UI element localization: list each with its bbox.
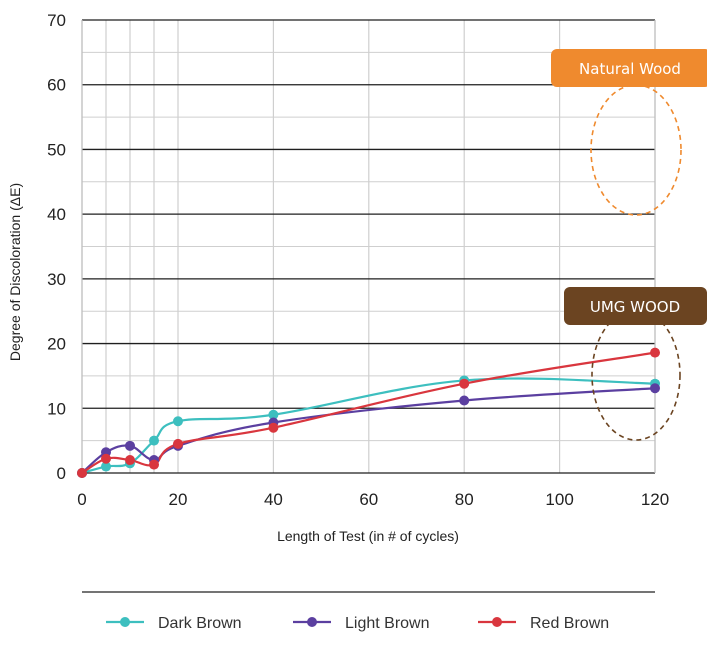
umg-wood-label-box [564, 287, 707, 325]
data-point-red-brown [149, 459, 159, 470]
legend-item-light-brown: Light Brown [293, 615, 430, 632]
legend: Dark Brown Light Brown Red Brown [106, 615, 609, 632]
series-line-light-brown [81, 387, 656, 474]
legend-marker-dark-brown [120, 617, 130, 627]
legend-label-light-brown: Light Brown [345, 615, 430, 632]
natural-wood-ellipse [590, 84, 682, 216]
y-tick-label: 50 [47, 140, 66, 159]
data-point-dark-brown [268, 409, 279, 420]
data-point-red-brown [268, 422, 279, 433]
x-tick-label: 0 [77, 490, 86, 509]
y-axis-ticks: 0 10 20 30 40 50 60 70 [47, 11, 66, 483]
data-point-red-brown [125, 455, 135, 466]
data-point-red-brown [650, 347, 660, 358]
y-axis-title: Degree of Discoloration (ΔE) [7, 183, 23, 361]
natural-wood-callout: Natural Wood [551, 49, 707, 216]
x-tick-label: 80 [455, 490, 474, 509]
x-tick-label: 60 [359, 490, 378, 509]
umg-wood-callout: UMG WOOD [564, 287, 707, 441]
data-point-dark-brown [149, 435, 159, 446]
y-tick-label: 30 [47, 270, 66, 289]
data-point-red-brown [459, 378, 470, 389]
y-tick-label: 20 [47, 335, 66, 354]
umg-wood-ellipse [591, 309, 681, 441]
legend-item-dark-brown: Dark Brown [106, 615, 242, 632]
y-tick-label: 10 [47, 399, 66, 418]
umg-wood-label: UMG WOOD [590, 298, 680, 316]
x-tick-label: 20 [169, 490, 188, 509]
data-point-light-brown [459, 395, 470, 406]
y-tick-label: 70 [47, 11, 66, 30]
data-point-dark-brown [173, 416, 183, 427]
data-point-dark-brown [101, 461, 111, 472]
legend-item-red-brown: Red Brown [478, 615, 609, 632]
y-tick-label: 40 [47, 205, 66, 224]
series-line-dark-brown [81, 377, 656, 475]
grid-lines [81, 19, 656, 474]
data-point-light-brown [650, 383, 660, 394]
legend-label-red-brown: Red Brown [530, 615, 609, 632]
data-point-light-brown [125, 440, 135, 451]
legend-marker-light-brown [307, 617, 317, 627]
data-point-red-brown [173, 438, 183, 449]
legend-marker-red-brown [492, 617, 502, 627]
legend-label-dark-brown: Dark Brown [158, 615, 242, 632]
x-tick-label: 120 [641, 490, 669, 509]
series-lines [81, 351, 656, 475]
y-tick-label: 60 [47, 76, 66, 95]
data-point-red-brown [101, 453, 111, 464]
natural-wood-label-box [551, 49, 707, 87]
x-axis-title: Length of Test (in # of cycles) [277, 528, 459, 544]
x-tick-label: 40 [264, 490, 283, 509]
x-tick-label: 100 [545, 490, 573, 509]
series-line-red-brown [81, 351, 656, 474]
x-axis-ticks: 0 20 40 60 80 100 120 [77, 490, 669, 509]
natural-wood-label: Natural Wood [579, 60, 681, 78]
data-point-red-brown [77, 468, 87, 478]
series-points [77, 347, 660, 478]
y-tick-label: 0 [57, 464, 66, 483]
